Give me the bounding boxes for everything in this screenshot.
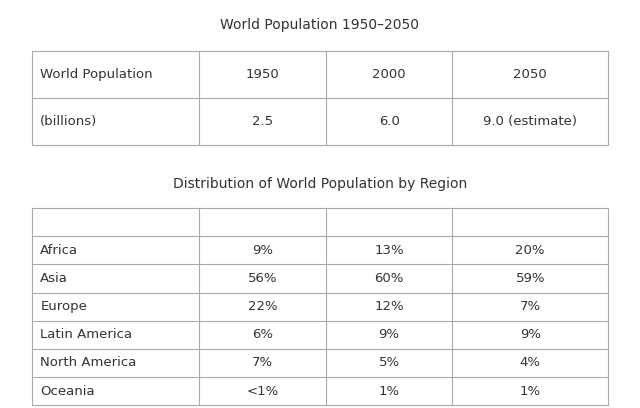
Text: 13%: 13%	[374, 244, 404, 257]
Text: Latin America: Latin America	[40, 328, 132, 341]
Text: 2.5: 2.5	[252, 115, 273, 128]
Text: 9%: 9%	[252, 244, 273, 257]
Text: 9%: 9%	[520, 328, 541, 341]
Text: 2050: 2050	[513, 68, 547, 81]
Text: 6.0: 6.0	[379, 115, 399, 128]
Text: 9%: 9%	[379, 328, 399, 341]
Text: World Population 1950–2050: World Population 1950–2050	[221, 18, 419, 32]
Text: Asia: Asia	[40, 272, 68, 285]
Text: 22%: 22%	[248, 300, 277, 313]
Text: World Population: World Population	[40, 68, 153, 81]
Text: (billions): (billions)	[40, 115, 97, 128]
Text: 5%: 5%	[378, 357, 400, 369]
Text: 1%: 1%	[378, 385, 400, 397]
Text: 1950: 1950	[246, 68, 279, 81]
Text: 4%: 4%	[520, 357, 541, 369]
Text: 12%: 12%	[374, 300, 404, 313]
Text: 59%: 59%	[515, 272, 545, 285]
Text: 1%: 1%	[520, 385, 541, 397]
Text: <1%: <1%	[246, 385, 278, 397]
Text: 2000: 2000	[372, 68, 406, 81]
Text: 20%: 20%	[515, 244, 545, 257]
Text: 7%: 7%	[252, 357, 273, 369]
Text: 9.0 (estimate): 9.0 (estimate)	[483, 115, 577, 128]
Text: 6%: 6%	[252, 328, 273, 341]
Text: North America: North America	[40, 357, 137, 369]
Text: 60%: 60%	[374, 272, 404, 285]
Text: 7%: 7%	[520, 300, 541, 313]
Text: Africa: Africa	[40, 244, 79, 257]
Text: Distribution of World Population by Region: Distribution of World Population by Regi…	[173, 177, 467, 191]
Text: 56%: 56%	[248, 272, 277, 285]
Text: Oceania: Oceania	[40, 385, 95, 397]
Text: Europe: Europe	[40, 300, 87, 313]
